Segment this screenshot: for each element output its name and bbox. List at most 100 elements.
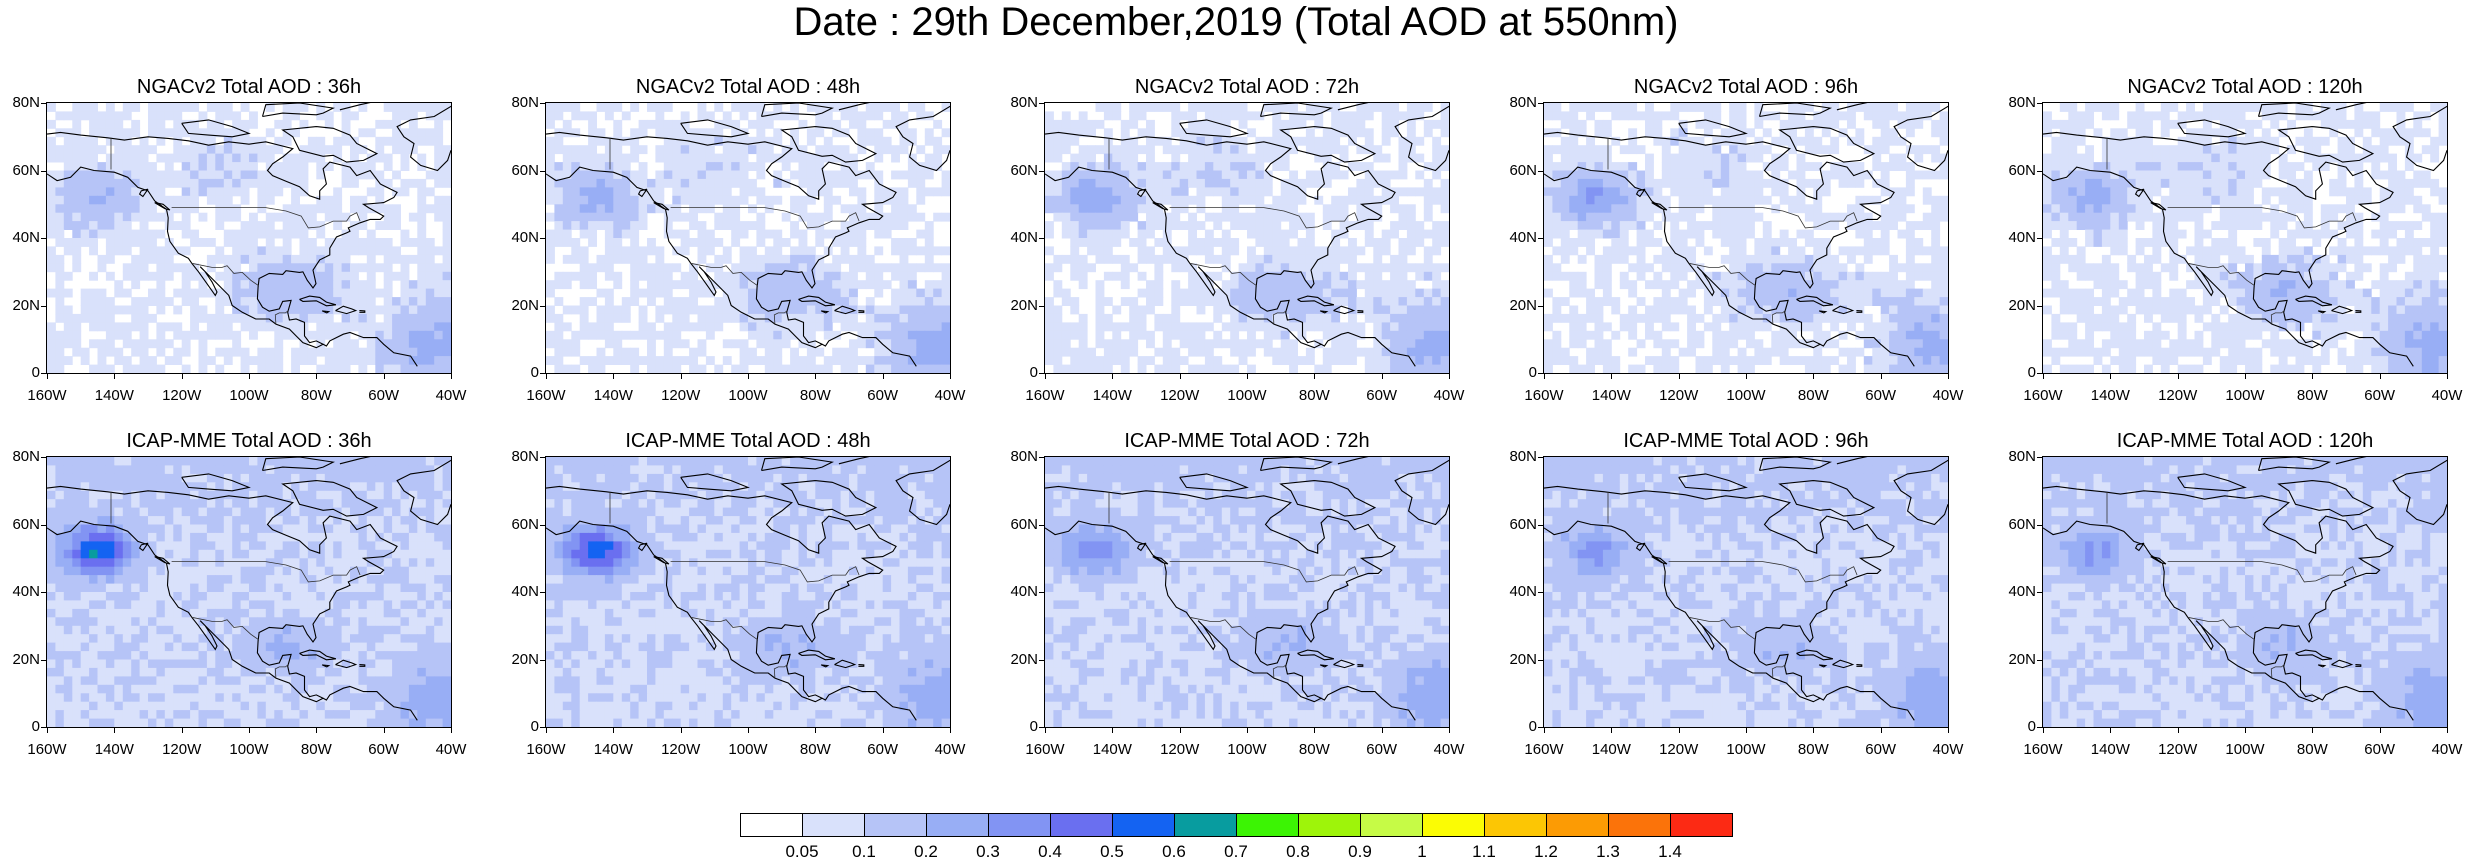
- lat-tick-label: 80N: [12, 448, 40, 465]
- lon-tick-label: 60W: [2364, 741, 2396, 758]
- map-panel: NGACv2 Total AOD : 48h 80N 60N 40N 20N 0 160W 1…: [499, 70, 965, 404]
- lon-tick-mark: [1247, 374, 1248, 379]
- lat-tick-mark: [540, 373, 545, 374]
- lat-tick-mark: [540, 592, 545, 593]
- lon-tick-label: 60W: [867, 387, 899, 404]
- lon-tick-label: 60W: [368, 387, 400, 404]
- lon-tick-label: 80W: [300, 387, 332, 404]
- lon-tick-label: 40W: [1932, 387, 1964, 404]
- lat-tick-mark: [1039, 457, 1044, 458]
- lon-tick-mark: [1813, 728, 1815, 733]
- lat-tick-label: 60N: [1010, 161, 1038, 179]
- lat-tick-label: 40N: [12, 229, 40, 246]
- lon-tick-mark: [1611, 374, 1613, 379]
- lon-tick-mark: [1179, 728, 1181, 733]
- map-panel: ICAP-MME Total AOD : 120h 80N 60N 40N 20N 0 16…: [1996, 424, 2462, 758]
- lat-tick-label: 20N: [12, 296, 40, 314]
- lon-tick-mark: [2043, 728, 2044, 733]
- panel-title: ICAP-MME Total AOD : 120h: [2116, 430, 2374, 452]
- lat-tick-mark: [2037, 103, 2042, 104]
- aod-grid-cells: [47, 103, 451, 373]
- lat-tick-label: 0: [530, 718, 539, 735]
- lat-tick-mark: [41, 103, 46, 104]
- lat-tick-label: 80N: [511, 448, 539, 465]
- lon-tick-mark: [546, 374, 547, 379]
- lat-tick-mark: [1538, 727, 1543, 728]
- lon-tick-label: 140W: [1092, 387, 1132, 404]
- lat-tick-mark: [41, 524, 46, 526]
- colorbar-label: 0.1: [852, 842, 876, 861]
- lon-tick-mark: [1746, 374, 1747, 379]
- lat-tick-label: 80N: [511, 94, 539, 111]
- lon-tick-mark: [882, 374, 884, 379]
- lon-tick-mark: [2110, 374, 2112, 379]
- lat-tick-mark: [1538, 659, 1543, 661]
- coastlines: [2043, 103, 2447, 367]
- colorbar-swatch: [1298, 813, 1361, 837]
- panel-title: NGACv2 Total AOD : 36h: [136, 76, 362, 98]
- lon-tick-mark: [680, 374, 682, 379]
- lat-tick-label: 60N: [2008, 515, 2036, 533]
- colorbar-swatch: [926, 813, 989, 837]
- lon-tick-label: 40W: [1433, 741, 1465, 758]
- lon-tick-mark: [2312, 728, 2314, 733]
- lon-tick-mark: [2312, 374, 2314, 379]
- lon-tick-mark: [47, 374, 48, 379]
- coastlines: [1544, 103, 1948, 367]
- lon-tick-mark: [1746, 728, 1747, 733]
- lat-tick-mark: [2037, 524, 2042, 526]
- lon-tick-label: 140W: [1092, 741, 1132, 758]
- lon-tick-label: 120W: [1160, 387, 1200, 404]
- lat-tick-mark: [540, 238, 545, 239]
- lon-tick-mark: [1247, 728, 1248, 733]
- lon-tick-mark: [1678, 374, 1680, 379]
- lon-tick-label: 60W: [1366, 741, 1398, 758]
- lat-tick-label: 0: [1528, 364, 1537, 381]
- panel-title: ICAP-MME Total AOD : 48h: [625, 430, 871, 452]
- lon-tick-label: 40W: [435, 387, 467, 404]
- lon-tick-mark: [1880, 374, 1882, 379]
- lat-tick-label: 60N: [511, 161, 539, 179]
- lon-tick-label: 80W: [799, 741, 831, 758]
- lat-tick-label: 60N: [1509, 515, 1537, 533]
- lat-tick-mark: [540, 305, 545, 307]
- lon-tick-label: 40W: [934, 741, 966, 758]
- lon-tick-label: 160W: [2023, 741, 2063, 758]
- lon-tick-mark: [1381, 374, 1383, 379]
- lon-tick-mark: [1314, 374, 1316, 379]
- lat-tick-mark: [1538, 592, 1543, 593]
- map-panel: ICAP-MME Total AOD : 72h 80N 60N 40N 20N 0 160…: [998, 424, 1464, 758]
- lon-tick-mark: [2177, 374, 2179, 379]
- colorbar-label: 1.4: [1658, 842, 1682, 861]
- lon-tick-mark: [2447, 374, 2448, 379]
- lat-tick-mark: [2037, 659, 2042, 661]
- lat-tick-label: 40N: [1509, 229, 1537, 246]
- lon-tick-label: 160W: [526, 741, 566, 758]
- lon-tick-label: 140W: [94, 387, 134, 404]
- coastlines: [2043, 457, 2447, 721]
- lon-tick-label: 100W: [1227, 387, 1267, 404]
- map-panel: ICAP-MME Total AOD : 36h 80N 60N 40N 20N 0 160…: [0, 424, 466, 758]
- lat-tick-mark: [1039, 103, 1044, 104]
- political-borders: [1108, 491, 1359, 679]
- lon-tick-label: 120W: [162, 741, 202, 758]
- map-panel: NGACv2 Total AOD : 72h 80N 60N 40N 20N 0 160W 1…: [998, 70, 1464, 404]
- map-panel: ICAP-MME Total AOD : 96h 80N 60N 40N 20N 0 160…: [1497, 424, 1963, 758]
- lon-tick-label: 160W: [1025, 741, 1065, 758]
- political-borders: [2106, 491, 2357, 679]
- lon-tick-label: 80W: [1298, 387, 1330, 404]
- lon-tick-mark: [249, 374, 250, 379]
- colorbar-swatch: [1484, 813, 1547, 837]
- lat-tick-label: 0: [530, 364, 539, 381]
- lon-tick-mark: [1449, 374, 1450, 379]
- lon-tick-mark: [1449, 728, 1450, 733]
- lon-tick-label: 120W: [1160, 741, 1200, 758]
- aod-map: [1543, 456, 1949, 728]
- lon-tick-label: 40W: [435, 741, 467, 758]
- lon-tick-label: 80W: [799, 387, 831, 404]
- lon-tick-label: 120W: [1659, 387, 1699, 404]
- lon-tick-mark: [2379, 374, 2381, 379]
- aod-map: [46, 102, 452, 374]
- lat-tick-mark: [540, 170, 545, 172]
- coastlines: [1045, 457, 1449, 721]
